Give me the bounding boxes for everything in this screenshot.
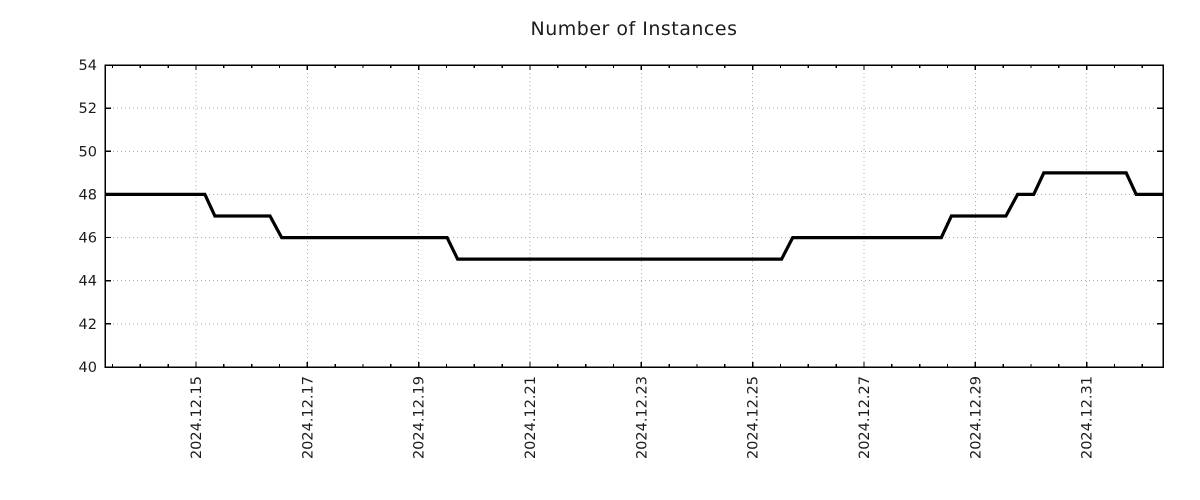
- x-tick-label: 2024.12.21: [523, 376, 539, 459]
- y-tick-label: 52: [79, 101, 97, 117]
- y-tick-label: 46: [79, 231, 97, 247]
- x-tick-label: 2024.12.19: [412, 376, 428, 459]
- y-tick-label: 40: [79, 360, 97, 376]
- x-tick-label: 2024.12.29: [968, 376, 984, 459]
- y-tick-label: 42: [79, 317, 97, 333]
- x-tick-label: 2024.12.15: [189, 376, 205, 459]
- x-tick-label: 2024.12.17: [300, 376, 316, 459]
- data-line-instances: [105, 171, 1163, 261]
- chart-title: Number of Instances: [530, 18, 738, 40]
- x-tick-label: 2024.12.23: [634, 376, 650, 459]
- x-tick-label: 2024.12.25: [746, 376, 762, 459]
- y-tick-label: 54: [79, 58, 97, 74]
- x-tick-label: 2024.12.27: [857, 376, 873, 459]
- x-tick-label: 2024.12.31: [1080, 376, 1096, 459]
- y-tick-label: 48: [79, 187, 97, 203]
- y-tick-label: 44: [79, 274, 97, 290]
- plot-border: [104, 64, 1164, 368]
- y-tick-label: 50: [79, 144, 97, 160]
